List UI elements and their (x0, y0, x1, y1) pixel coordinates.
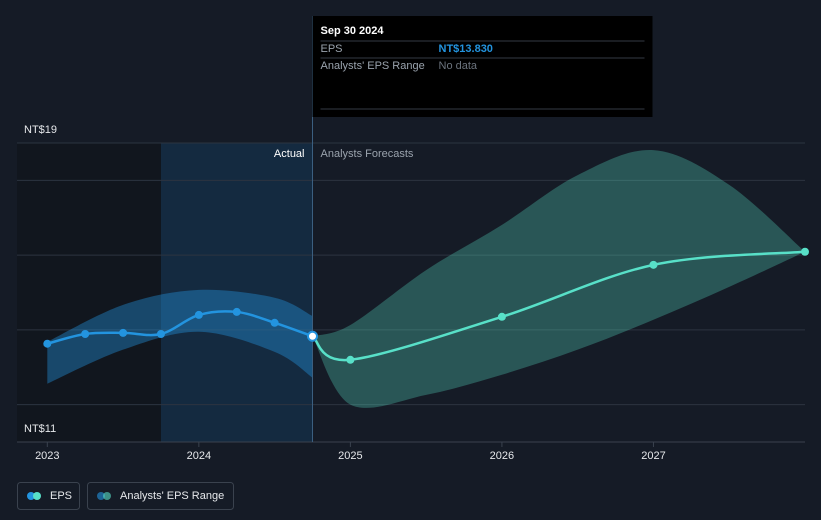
legend-swatch (97, 492, 105, 500)
legend-label: Analysts' EPS Range (120, 490, 224, 502)
legend-label: EPS (50, 490, 72, 502)
legend-box (87, 482, 234, 510)
legend-swatch (27, 492, 35, 500)
tooltip-box (312, 16, 653, 117)
y-tick-label: NT$19 (24, 124, 57, 136)
x-tick-label: 2025 (338, 450, 362, 462)
tooltip: Sep 30 2024 EPS NT$13.830 Analysts' EPS Ran… (312, 16, 653, 117)
x-tick-label: 2026 (490, 450, 514, 462)
tooltip-row-value: NT$13.830 (439, 43, 493, 55)
tooltip-row-label: Analysts' EPS Range (321, 60, 425, 72)
hover-point[interactable] (307, 330, 318, 342)
eps-range-band (312, 149, 805, 408)
eps-point[interactable] (649, 260, 658, 269)
highlight-region (160, 143, 313, 442)
legend-item[interactable]: EPS (17, 482, 80, 510)
tooltip-row-label: EPS (321, 43, 343, 55)
eps-point[interactable] (194, 310, 203, 319)
eps-point[interactable] (81, 329, 90, 338)
y-tick-label: NT$11 (24, 423, 56, 435)
eps-point[interactable] (801, 247, 809, 256)
eps-point[interactable] (43, 339, 52, 348)
eps-point[interactable] (270, 318, 279, 327)
actual-label: Actual (274, 148, 305, 160)
legend-swatch (103, 492, 111, 500)
x-tick-label: 2023 (35, 450, 59, 462)
tooltip-row-value: No data (439, 60, 478, 72)
x-tick-label: 2027 (641, 450, 665, 462)
eps-point[interactable] (156, 329, 165, 338)
eps-point[interactable] (119, 328, 128, 337)
x-tick-label: 2024 (187, 450, 211, 462)
eps-point[interactable] (346, 355, 355, 364)
tooltip-date: Sep 30 2024 (321, 25, 385, 37)
forecast-label: Analysts Forecasts (321, 148, 414, 160)
legend-box (17, 482, 80, 510)
legend-item[interactable]: Analysts' EPS Range (87, 482, 234, 510)
eps-point[interactable] (497, 312, 506, 321)
legend-swatch (33, 492, 41, 500)
eps-point[interactable] (232, 307, 241, 316)
past-region (17, 143, 161, 442)
